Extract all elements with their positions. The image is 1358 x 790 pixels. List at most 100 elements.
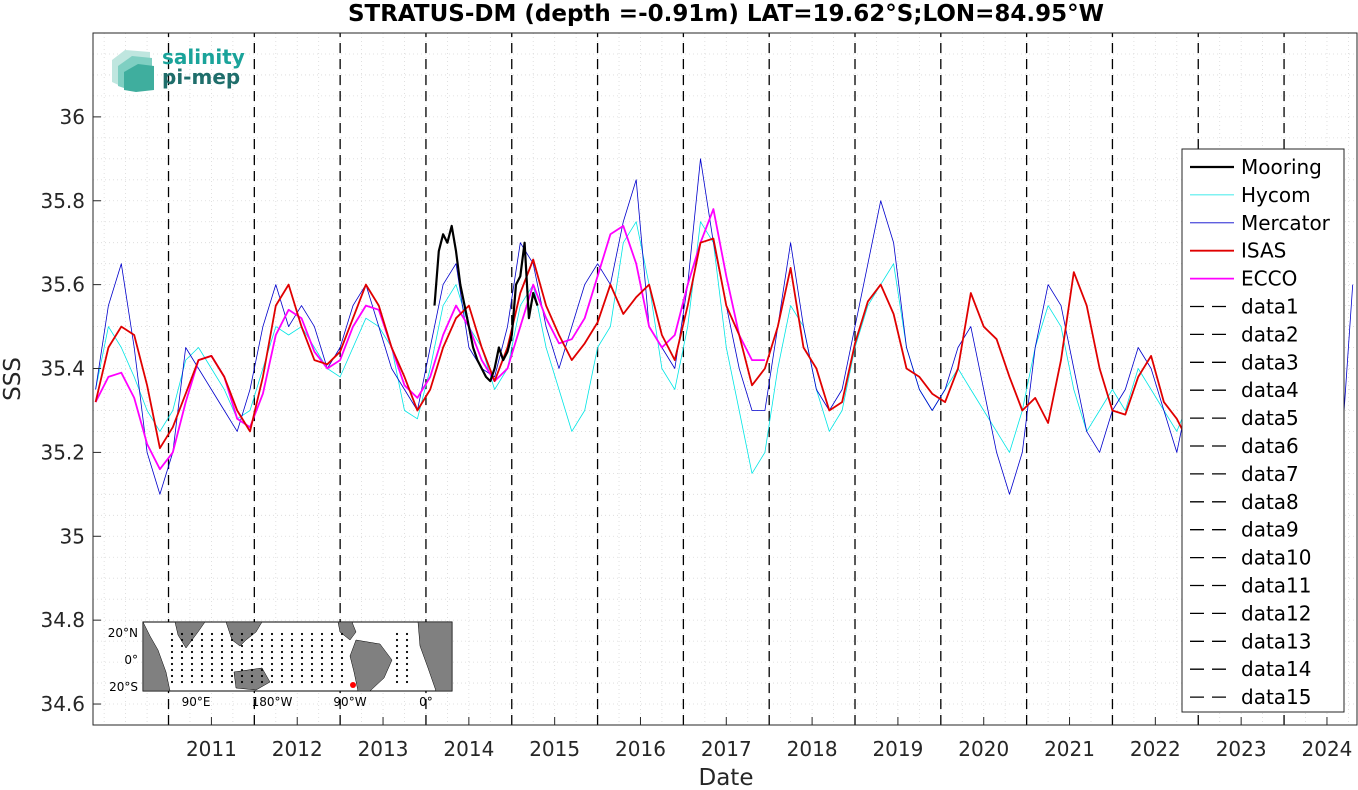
- inset-map-dot: [270, 632, 274, 636]
- inset-map-dot: [170, 650, 174, 654]
- inset-map-dot: [260, 638, 264, 642]
- logo-text-pimep: pi-mep: [162, 65, 240, 89]
- y-tick-label: 35.4: [40, 357, 85, 381]
- x-axis-ticks: 2011 2012 2013 2014 2015 2016 2017 2018 2019 2020…: [186, 717, 1352, 761]
- inset-map-dot: [220, 680, 224, 684]
- inset-map-dot: [290, 680, 294, 684]
- inset-map-dot: [200, 668, 204, 672]
- inset-map-australia: [233, 667, 271, 691]
- inset-map-dot: [220, 662, 224, 666]
- legend: Mooring Hycom Mercator ISAS ECCO data1 data2 da…: [1181, 148, 1345, 713]
- inset-map-dot: [405, 632, 409, 636]
- inset-map-dot: [170, 674, 174, 678]
- inset-map-dot: [240, 662, 244, 666]
- inset-map-dot: [200, 638, 204, 642]
- plot-frame: [92, 32, 1358, 726]
- x-tick-label: 2024: [1302, 737, 1353, 761]
- inset-map-dot: [330, 674, 334, 678]
- legend-label: data9: [1241, 518, 1299, 542]
- inset-map-dot: [260, 632, 264, 636]
- inset-map-dot: [280, 644, 284, 648]
- inset-map-dot: [405, 674, 409, 678]
- inset-map-lon-label: 90°E: [182, 695, 211, 709]
- legend-label: data13: [1241, 629, 1312, 653]
- x-tick-label: 2012: [272, 737, 323, 761]
- logo-text-salinity: salinity: [162, 45, 245, 69]
- logo-wave-front: [124, 64, 154, 92]
- inset-map-dot: [270, 638, 274, 642]
- legend-label: data3: [1241, 350, 1299, 374]
- inset-map-dot: [280, 650, 284, 654]
- series-mooring-line: [433, 224, 539, 383]
- inset-map-dot: [280, 638, 284, 642]
- legend-label: data1: [1241, 295, 1299, 319]
- inset-map-dot: [310, 644, 314, 648]
- legend-label: data5: [1241, 406, 1299, 430]
- inset-map-station-marker: [350, 682, 356, 688]
- inset-map-dot: [170, 638, 174, 642]
- inset-map-dot: [280, 674, 284, 678]
- inset-map-dot: [260, 644, 264, 648]
- legend-label: Mercator: [1241, 211, 1331, 235]
- inset-map-dot: [190, 650, 194, 654]
- x-tick-label: 2016: [615, 737, 666, 761]
- x-tick-label: 2018: [787, 737, 838, 761]
- inset-map-dot: [180, 632, 184, 636]
- inset-map-dot: [340, 668, 344, 672]
- legend-label: data8: [1241, 490, 1299, 514]
- inset-map-dot: [170, 662, 174, 666]
- inset-map-central-america: [337, 621, 357, 641]
- y-tick-label: 36: [60, 105, 85, 129]
- inset-map-dot: [270, 644, 274, 648]
- inset-map-dot: [210, 674, 214, 678]
- salinity-pimep-logo: salinity pi-mep: [112, 45, 245, 92]
- inset-map-dot: [310, 668, 314, 672]
- inset-map-dot: [405, 638, 409, 642]
- inset-map-dot: [220, 650, 224, 654]
- inset-map-dot: [230, 656, 234, 660]
- inset-map-south-america: [349, 639, 393, 692]
- inset-map-dot: [395, 632, 399, 636]
- x-tick-label: 2021: [1044, 737, 1095, 761]
- inset-map-dot: [260, 650, 264, 654]
- inset-map-lat-label: 20°S: [109, 680, 138, 694]
- inset-map-dot: [395, 644, 399, 648]
- inset-map-dot: [250, 662, 254, 666]
- x-axis-label: Date: [699, 765, 754, 790]
- inset-map-dot: [180, 680, 184, 684]
- inset-map-dot: [405, 680, 409, 684]
- inset-map-dot: [170, 680, 174, 684]
- inset-map-dot: [190, 674, 194, 678]
- inset-map-dot: [190, 638, 194, 642]
- inset-map-dot: [230, 674, 234, 678]
- inset-map-dot: [320, 662, 324, 666]
- inset-map-dot: [405, 644, 409, 648]
- inset-map-dot: [180, 656, 184, 660]
- inset-map-dot: [170, 668, 174, 672]
- legend-box: [1181, 148, 1345, 713]
- y-tick-label: 35.2: [40, 440, 85, 464]
- inset-map-dot: [330, 632, 334, 636]
- inset-map-dot: [405, 662, 409, 666]
- x-tick-label: 2019: [872, 737, 923, 761]
- inset-map-dot: [240, 644, 244, 648]
- inset-map-dot: [270, 668, 274, 672]
- inset-map-dot: [200, 662, 204, 666]
- inset-map-dot: [280, 632, 284, 636]
- inset-map-dot: [170, 644, 174, 648]
- inset-map-dot: [280, 680, 284, 684]
- inset-map-dot: [230, 644, 234, 648]
- inset-map-dot: [210, 668, 214, 672]
- inset-map-dot: [210, 680, 214, 684]
- inset-map-dot: [290, 668, 294, 672]
- inset-map-dot: [250, 668, 254, 672]
- inset-map-dot: [190, 680, 194, 684]
- inset-map-dot: [250, 680, 254, 684]
- inset-map-dot: [240, 656, 244, 660]
- inset-map-dot: [395, 656, 399, 660]
- x-tick-label: 2013: [358, 737, 409, 761]
- inset-map-dot: [395, 674, 399, 678]
- y-tick-label: 35: [60, 524, 85, 548]
- inset-map-dot: [220, 644, 224, 648]
- legend-label: ISAS: [1241, 239, 1286, 263]
